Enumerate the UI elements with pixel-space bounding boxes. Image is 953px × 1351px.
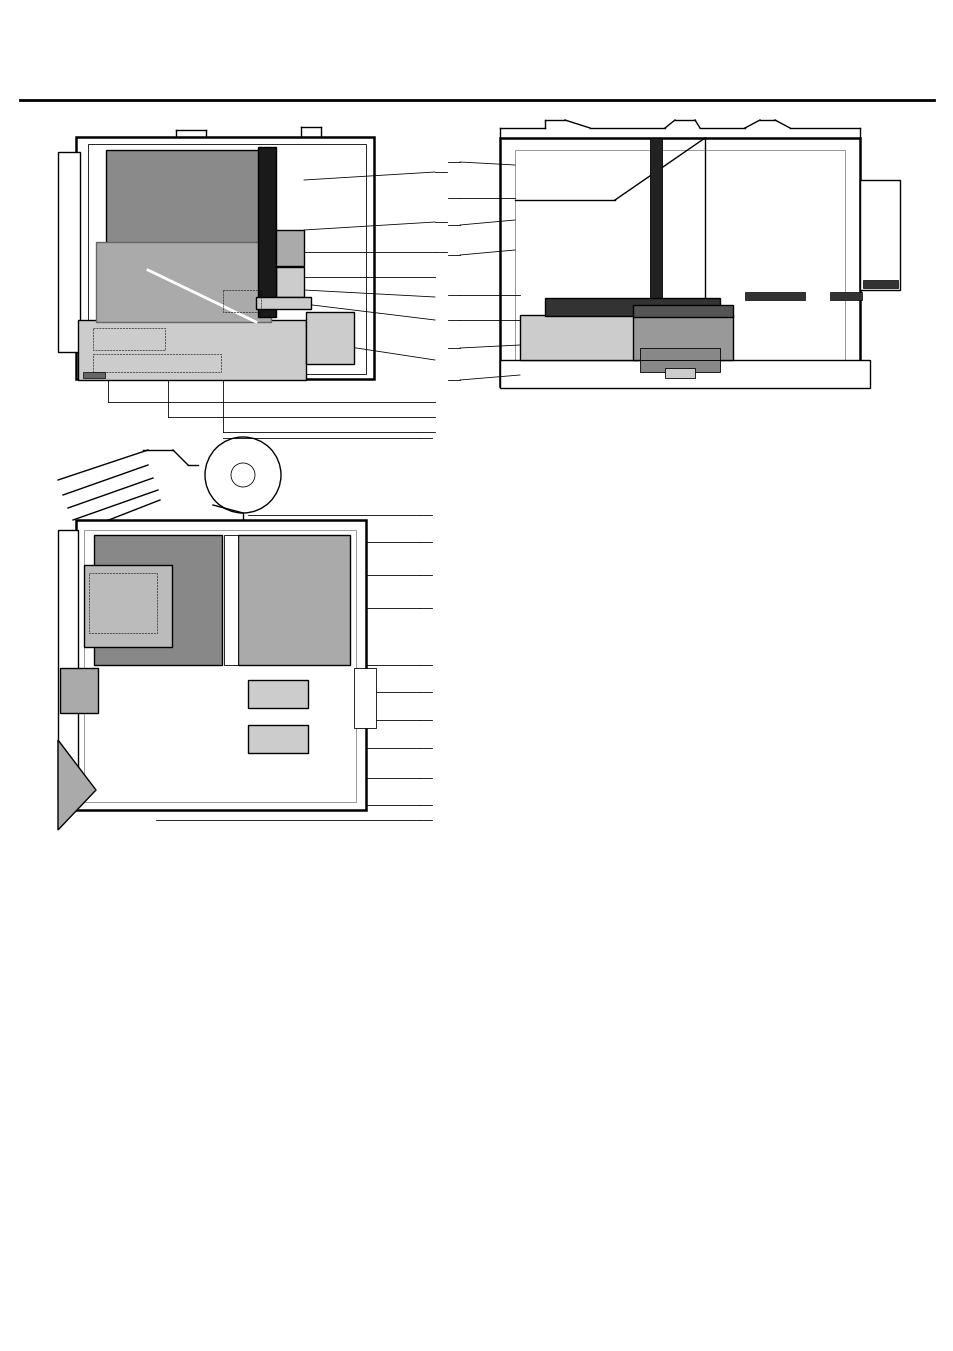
Bar (60, 667, 98, 713)
Bar (829, 292, 862, 300)
Bar (58, 530, 78, 800)
Bar (354, 667, 375, 728)
Bar (89, 573, 157, 634)
Bar (744, 292, 804, 300)
Bar (275, 230, 304, 266)
Bar (639, 349, 720, 359)
Bar (633, 315, 732, 359)
Bar (94, 535, 222, 665)
Bar (257, 147, 275, 317)
Bar (237, 535, 350, 665)
Bar (859, 180, 899, 290)
Bar (92, 328, 165, 350)
Bar (519, 315, 638, 359)
Bar (649, 138, 661, 323)
Polygon shape (58, 740, 96, 830)
Bar (84, 530, 355, 802)
Bar (862, 280, 897, 288)
Bar (633, 305, 732, 317)
Bar (84, 565, 172, 647)
Bar (58, 153, 80, 353)
Bar (255, 297, 311, 309)
Bar (224, 535, 237, 665)
Bar (223, 290, 261, 312)
Bar (515, 150, 844, 376)
Bar (106, 150, 261, 300)
Bar (639, 359, 720, 372)
Bar (275, 267, 304, 297)
Bar (78, 320, 306, 380)
Bar (76, 520, 366, 811)
Bar (76, 136, 374, 380)
Bar (544, 299, 720, 316)
Bar (664, 367, 695, 378)
Bar (499, 359, 869, 388)
Bar (96, 242, 271, 322)
Bar (83, 372, 105, 378)
Bar (248, 725, 308, 753)
Bar (248, 680, 308, 708)
Bar (88, 145, 366, 374)
Bar (92, 354, 221, 372)
Bar (499, 138, 859, 386)
Bar (306, 312, 354, 363)
